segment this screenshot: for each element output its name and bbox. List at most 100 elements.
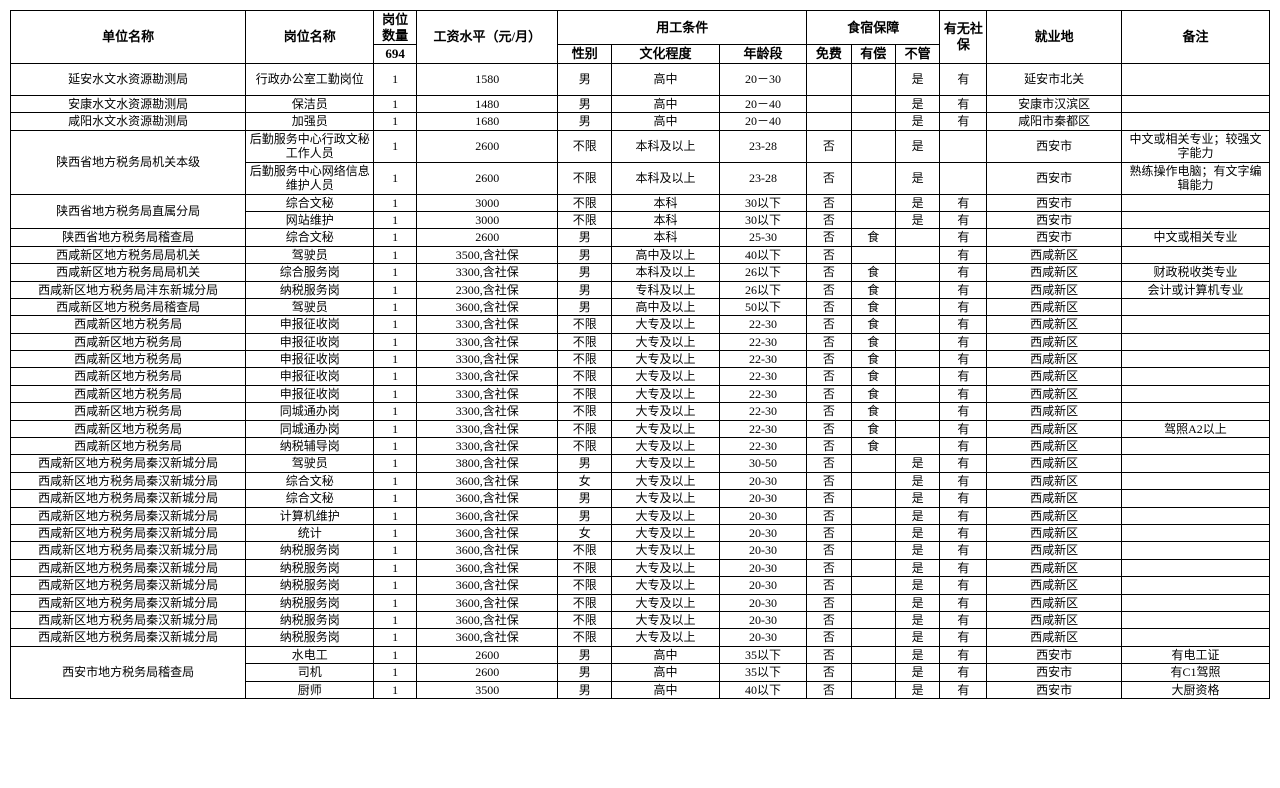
table-row: 西咸新区地方税务局秦汉新城分局纳税服务岗13600,含社保不限大专及以上20-3… <box>11 542 1270 559</box>
cell-insurance: 有 <box>940 316 987 333</box>
table-row: 西咸新区地方税务局秦汉新城分局纳税服务岗13600,含社保不限大专及以上20-3… <box>11 629 1270 646</box>
cell-salary: 3300,含社保 <box>417 385 558 402</box>
cell-unit: 安康水文水资源勘测局 <box>11 95 246 112</box>
cell-free: 否 <box>807 438 851 455</box>
cell-paid <box>851 211 895 228</box>
cell-salary: 2600 <box>417 229 558 246</box>
cell-gender: 不限 <box>558 577 612 594</box>
cell-remark <box>1121 611 1269 628</box>
cell-paid: 食 <box>851 351 895 368</box>
cell-salary: 2600 <box>417 646 558 663</box>
cell-age: 20-30 <box>719 577 806 594</box>
cell-location: 西咸新区 <box>987 368 1122 385</box>
cell-paid <box>851 113 895 130</box>
cell-free: 否 <box>807 298 851 315</box>
cell-gender: 不限 <box>558 559 612 576</box>
table-row: 西咸新区地方税务局同城通办岗13300,含社保不限大专及以上22-30否食有西咸… <box>11 420 1270 437</box>
cell-free: 否 <box>807 664 851 681</box>
cell-paid <box>851 594 895 611</box>
cell-age: 30以下 <box>719 211 806 228</box>
table-row: 西咸新区地方税务局秦汉新城分局纳税服务岗13600,含社保不限大专及以上20-3… <box>11 594 1270 611</box>
table-row: 陕西省地方税务局稽查局综合文秘12600男本科25-30否食有西安市中文或相关专… <box>11 229 1270 246</box>
cell-paid: 食 <box>851 420 895 437</box>
cell-remark: 有C1驾照 <box>1121 664 1269 681</box>
cell-qty: 1 <box>374 385 417 402</box>
table-row: 延安水文水资源勘测局行政办公室工勤岗位11580男高中20－30是有延安市北关 <box>11 63 1270 95</box>
table-row: 西咸新区地方税务局秦汉新城分局综合文秘13600,含社保女大专及以上20-30否… <box>11 472 1270 489</box>
cell-unit: 陕西省地方税务局直属分局 <box>11 194 246 229</box>
cell-gender: 不限 <box>558 594 612 611</box>
cell-free: 否 <box>807 507 851 524</box>
cell-remark: 会计或计算机专业 <box>1121 281 1269 298</box>
cell-edu: 大专及以上 <box>612 507 720 524</box>
cell-paid <box>851 646 895 663</box>
cell-location: 西咸新区 <box>987 438 1122 455</box>
cell-salary: 2600 <box>417 664 558 681</box>
cell-none <box>895 368 939 385</box>
cell-qty: 1 <box>374 194 417 211</box>
cell-age: 35以下 <box>719 646 806 663</box>
cell-position: 综合文秘 <box>246 490 374 507</box>
cell-none: 是 <box>895 490 939 507</box>
cell-salary: 3800,含社保 <box>417 455 558 472</box>
cell-unit: 延安水文水资源勘测局 <box>11 63 246 95</box>
cell-remark: 大厨资格 <box>1121 681 1269 698</box>
cell-remark <box>1121 507 1269 524</box>
cell-none: 是 <box>895 472 939 489</box>
table-row: 西咸新区地方税务局纳税辅导岗13300,含社保不限大专及以上22-30否食有西咸… <box>11 438 1270 455</box>
cell-none: 是 <box>895 681 939 698</box>
cell-none: 是 <box>895 194 939 211</box>
cell-location: 西咸新区 <box>987 281 1122 298</box>
cell-insurance: 有 <box>940 438 987 455</box>
cell-edu: 高中 <box>612 664 720 681</box>
cell-paid: 食 <box>851 264 895 281</box>
cell-none <box>895 351 939 368</box>
cell-age: 40以下 <box>719 246 806 263</box>
cell-age: 22-30 <box>719 438 806 455</box>
table-row: 陕西省地方税务局直属分局综合文秘13000不限本科30以下否是有西安市 <box>11 194 1270 211</box>
cell-location: 咸阳市秦都区 <box>987 113 1122 130</box>
cell-qty: 1 <box>374 130 417 162</box>
cell-position: 驾驶员 <box>246 455 374 472</box>
table-row: 西咸新区地方税务局申报征收岗13300,含社保不限大专及以上22-30否食有西咸… <box>11 385 1270 402</box>
cell-edu: 高中 <box>612 63 720 95</box>
cell-remark <box>1121 333 1269 350</box>
cell-location: 西安市 <box>987 130 1122 162</box>
cell-unit: 西咸新区地方税务局 <box>11 438 246 455</box>
cell-insurance: 有 <box>940 455 987 472</box>
cell-location: 西安市 <box>987 194 1122 211</box>
cell-paid <box>851 246 895 263</box>
cell-edu: 大专及以上 <box>612 403 720 420</box>
cell-position: 同城通办岗 <box>246 420 374 437</box>
cell-salary: 3600,含社保 <box>417 542 558 559</box>
cell-unit: 西咸新区地方税务局 <box>11 403 246 420</box>
cell-edu: 高中及以上 <box>612 246 720 263</box>
cell-none: 是 <box>895 130 939 162</box>
cell-remark: 熟练操作电脑；有文字编辑能力 <box>1121 162 1269 194</box>
cell-free: 否 <box>807 577 851 594</box>
cell-location: 西咸新区 <box>987 420 1122 437</box>
cell-position: 后勤服务中心行政文秘工作人员 <box>246 130 374 162</box>
cell-qty: 1 <box>374 577 417 594</box>
cell-remark <box>1121 438 1269 455</box>
table-body: 延安水文水资源勘测局行政办公室工勤岗位11580男高中20－30是有延安市北关安… <box>11 63 1270 698</box>
cell-qty: 1 <box>374 629 417 646</box>
cell-edu: 本科及以上 <box>612 130 720 162</box>
cell-age: 35以下 <box>719 664 806 681</box>
cell-paid <box>851 681 895 698</box>
cell-insurance: 有 <box>940 629 987 646</box>
cell-qty: 1 <box>374 472 417 489</box>
cell-position: 申报征收岗 <box>246 368 374 385</box>
cell-gender: 男 <box>558 229 612 246</box>
col-paid: 有偿 <box>851 45 895 64</box>
cell-age: 20-30 <box>719 490 806 507</box>
cell-salary: 3600,含社保 <box>417 611 558 628</box>
cell-qty: 1 <box>374 403 417 420</box>
cell-location: 西安市 <box>987 211 1122 228</box>
cell-paid <box>851 472 895 489</box>
cell-age: 26以下 <box>719 281 806 298</box>
cell-position: 纳税服务岗 <box>246 594 374 611</box>
cell-position: 同城通办岗 <box>246 403 374 420</box>
cell-unit: 西咸新区地方税务局 <box>11 368 246 385</box>
cell-location: 西咸新区 <box>987 264 1122 281</box>
